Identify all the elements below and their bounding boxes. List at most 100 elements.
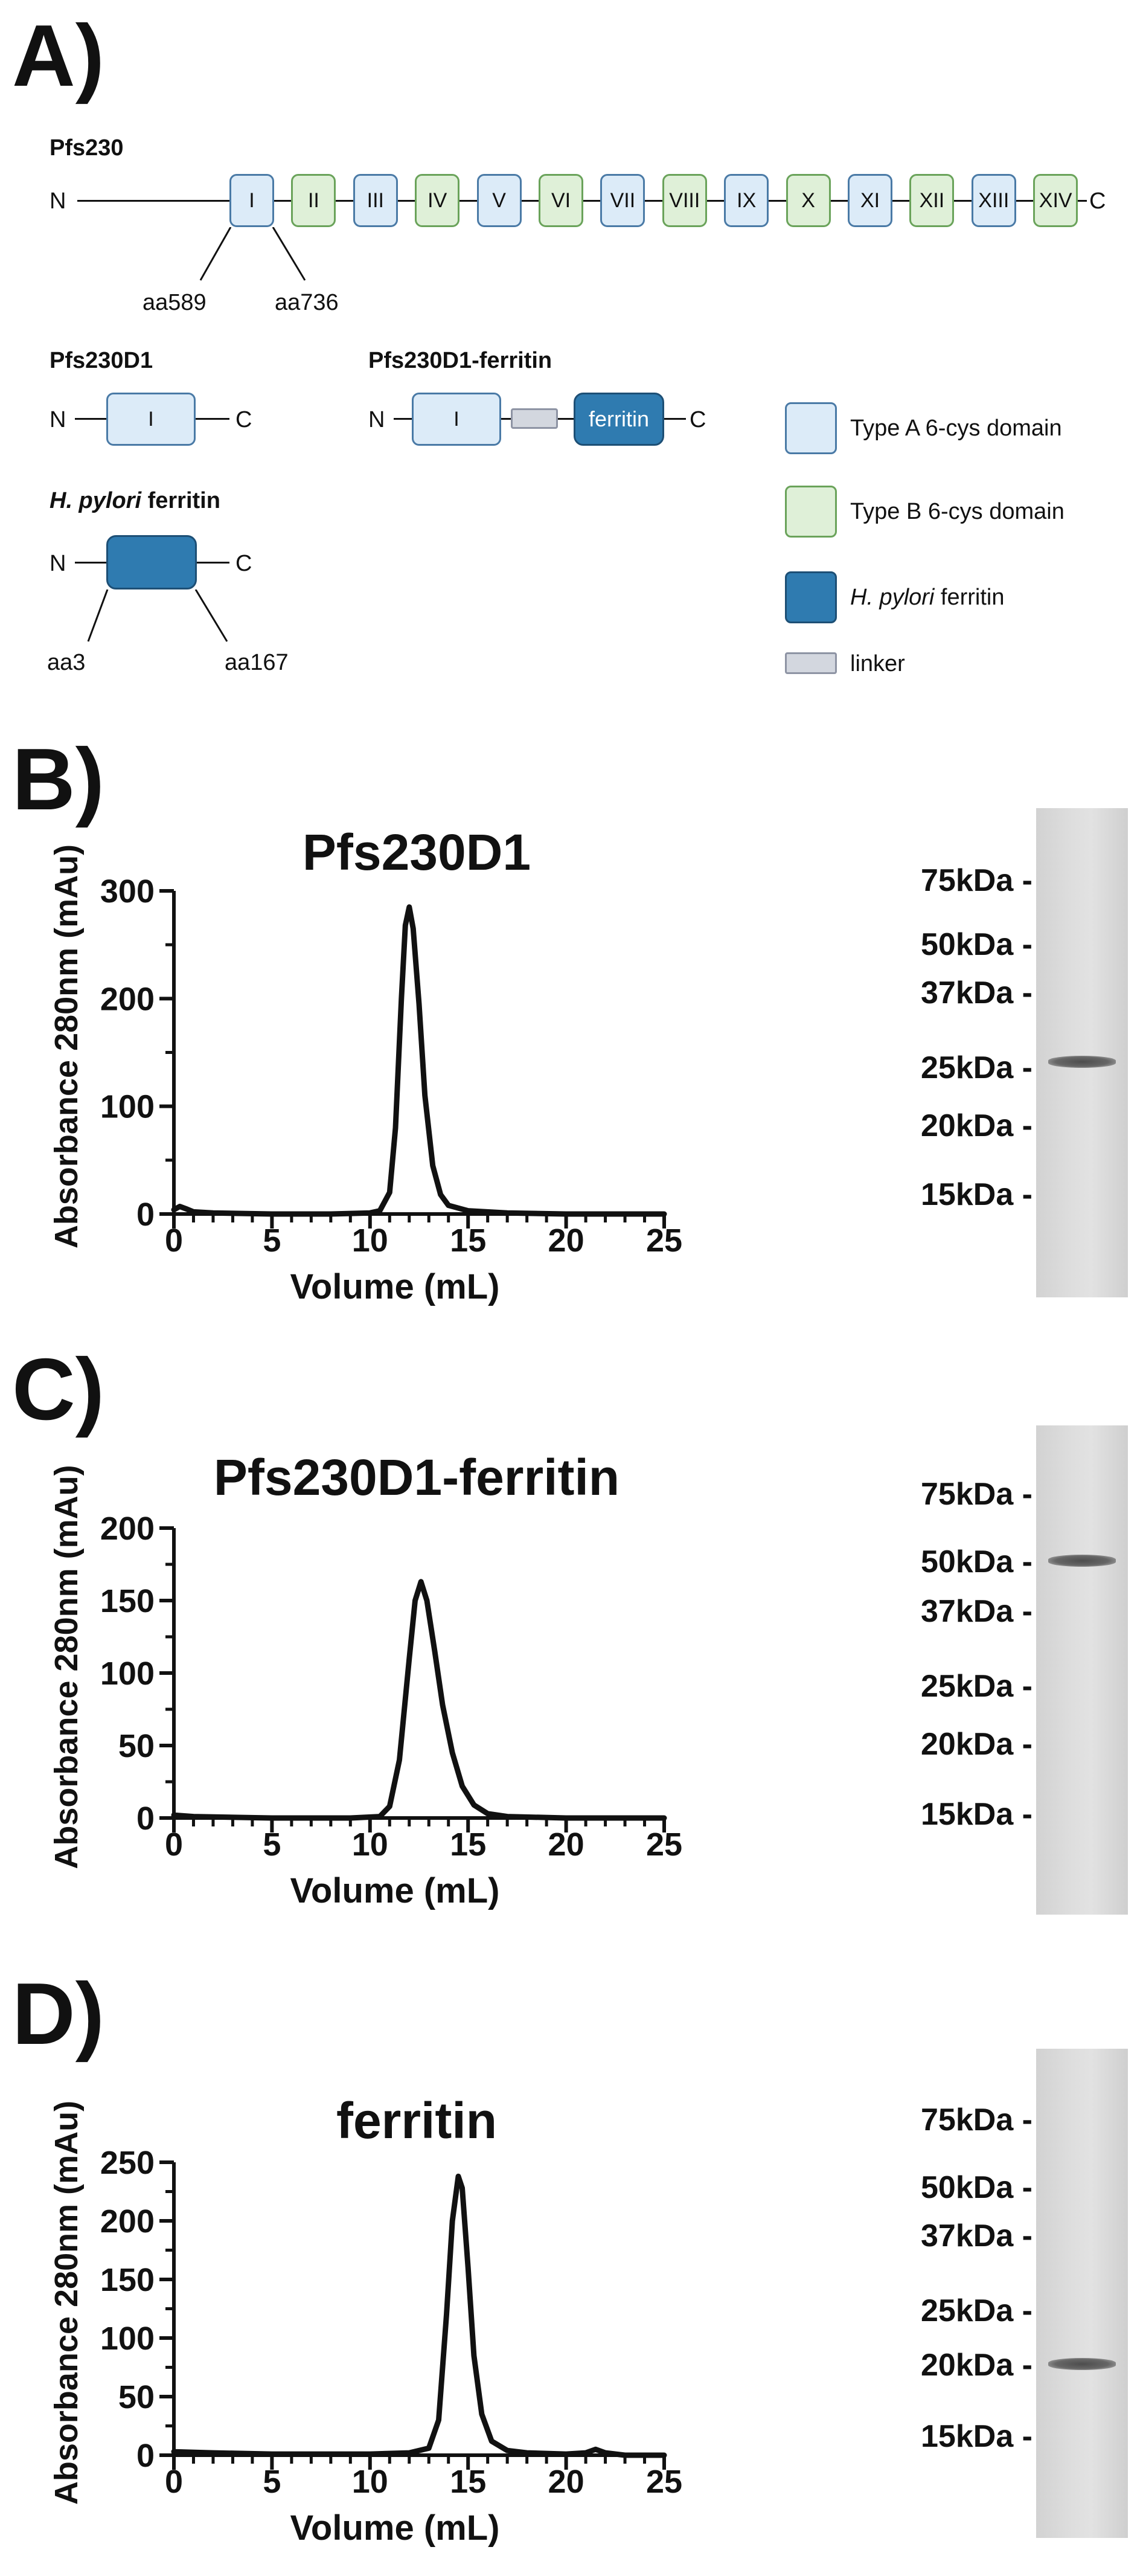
y-tick-label: 200	[100, 1511, 155, 1547]
fusion-ferritin: ferritin	[574, 393, 664, 446]
gel-marker-label: 75kDa -	[921, 1477, 1033, 1512]
ferritin-c-label: C	[235, 551, 252, 576]
ferritin-start-label: aa3	[47, 650, 86, 675]
chart-d-ferritin: ferritin 0 50 100 150 200 250 0 5 10 15 20 25 Volume …	[48, 2092, 682, 2548]
pfs230-domain-6: VI	[539, 174, 583, 227]
pfs230-domain-12: XII	[909, 174, 955, 227]
gel-marker-label: 75kDa -	[921, 863, 1033, 898]
panel-d-label: D)	[12, 1965, 105, 2063]
x-tick-label: 25	[646, 1222, 682, 1259]
chart-c-pfs230d1-ferritin: Pfs230D1-ferritin 0 50 100 150 200 0 5 10 15 20 25 V…	[48, 1449, 682, 1910]
gel-marker-label: 20kDa -	[921, 2348, 1033, 2383]
pfs230-domain-2: II	[291, 174, 336, 227]
pfs230-backbone	[229, 200, 1087, 202]
fusion-n-label: N	[368, 407, 385, 432]
pfs230-domain-7: VII	[600, 174, 645, 227]
x-tick-label: 25	[646, 2464, 682, 2500]
pfs230d1-n-label: N	[50, 407, 66, 432]
fusion-c-line	[664, 418, 686, 420]
y-tick-label: 150	[100, 1583, 155, 1619]
legend-type-b-label: Type B 6-cys domain	[850, 499, 1065, 524]
pfs230-domain-10: X	[786, 174, 831, 227]
gel-marker-label: 37kDa -	[921, 2218, 1033, 2253]
ferritin-title-rest: ferritin	[141, 488, 220, 513]
pfs230-title: Pfs230	[50, 135, 124, 161]
pfs230-domain-9: IX	[724, 174, 769, 227]
fusion-domain: I	[412, 393, 501, 446]
pfs230-domain-leaders	[199, 227, 306, 281]
pfs230-c-label: C	[1089, 188, 1106, 214]
y-tick-label: 250	[100, 2145, 155, 2181]
chart-title: Pfs230D1	[303, 824, 531, 881]
fusion-line-1	[501, 418, 511, 420]
x-tick-label: 5	[263, 1222, 281, 1259]
y-tick-label: 150	[100, 2262, 155, 2298]
gel-lane	[1036, 808, 1128, 1297]
series-line	[171, 1579, 667, 1821]
fusion-line-2	[558, 418, 574, 420]
pfs230-domain-1: I	[229, 174, 274, 227]
legend-ferritin-italic: H. pylori	[850, 585, 935, 610]
gel-marker-label: 15kDa -	[921, 1177, 1033, 1212]
pfs230d1-c-line	[196, 418, 229, 420]
gel-band	[1048, 1555, 1116, 1567]
y-axis-label: Absorbance 280nm (mAu)	[48, 1465, 85, 1869]
gel-marker-label: 25kDa -	[921, 2293, 1033, 2328]
gel-marker-label: 15kDa -	[921, 1797, 1033, 1832]
chart-title: ferritin	[336, 2092, 497, 2149]
gel-lane	[1036, 1425, 1128, 1915]
ferritin-title: H. pylori ferritin	[50, 489, 220, 512]
y-axis-label: Absorbance 280nm (mAu)	[48, 2101, 85, 2505]
pfs230-n-linker	[77, 200, 229, 202]
ferritin-end-label: aa167	[225, 650, 289, 675]
fusion-c-label: C	[690, 407, 706, 432]
fusion-linker	[511, 408, 558, 429]
legend-type-a-label: Type A 6-cys domain	[850, 416, 1062, 441]
x-tick-label: 0	[165, 1222, 183, 1259]
pfs230-start-label: aa589	[142, 290, 207, 315]
pfs230-domain-3: III	[353, 174, 398, 227]
x-tick-label: 20	[548, 2464, 584, 2500]
pfs230-n-label: N	[50, 188, 66, 214]
legend-ferritin-swatch	[785, 571, 837, 623]
gel-band	[1048, 2358, 1116, 2370]
legend-ferritin-rest: ferritin	[934, 585, 1005, 610]
fusion-n-line	[394, 418, 412, 420]
x-tick-label: 0	[165, 1826, 183, 1863]
x-axis-label: Volume (mL)	[290, 1871, 500, 1910]
x-tick-label: 0	[165, 2464, 183, 2500]
gel-marker-label: 75kDa -	[921, 2102, 1033, 2138]
x-tick-label: 10	[352, 2464, 388, 2500]
gel-marker-label: 50kDa -	[921, 927, 1033, 962]
pfs230-domain-8: VIII	[662, 174, 707, 227]
series-line	[171, 904, 667, 1217]
pfs230-domain-14: XIV	[1033, 174, 1078, 227]
pfs230d1-c-label: C	[235, 407, 252, 432]
x-tick-label: 10	[352, 1222, 388, 1259]
ferritin-leaders	[87, 589, 228, 642]
y-tick-label: 0	[136, 1800, 155, 1837]
x-tick-label: 5	[263, 1826, 281, 1863]
y-tick-label: 0	[136, 1196, 155, 1233]
gel-marker-label: 50kDa -	[921, 2170, 1033, 2205]
pfs230-domain-11: XI	[848, 174, 892, 227]
ferritin-title-italic: H. pylori	[50, 488, 142, 513]
panel-c-label: C)	[12, 1340, 105, 1438]
gel-marker-label: 20kDa -	[921, 1108, 1033, 1143]
x-axis-label: Volume (mL)	[290, 2508, 500, 2548]
gel-marker-label: 25kDa -	[921, 1669, 1033, 1704]
pfs230-domain-5: V	[476, 174, 522, 227]
ferritin-n-line	[75, 562, 106, 564]
legend-linker-swatch	[785, 652, 837, 674]
pfs230d1-title: Pfs230D1	[50, 348, 153, 373]
x-tick-label: 20	[548, 1826, 584, 1863]
gel-marker-label: 20kDa -	[921, 1727, 1033, 1762]
x-tick-label: 25	[646, 1826, 682, 1863]
x-tick-label: 10	[352, 1826, 388, 1863]
y-tick-label: 0	[136, 2438, 155, 2474]
gel-band	[1048, 1056, 1116, 1068]
x-tick-label: 15	[450, 2464, 486, 2500]
y-tick-label: 100	[100, 1656, 155, 1692]
fusion-title: Pfs230D1-ferritin	[368, 348, 552, 373]
gel-marker-label: 50kDa -	[921, 1544, 1033, 1579]
